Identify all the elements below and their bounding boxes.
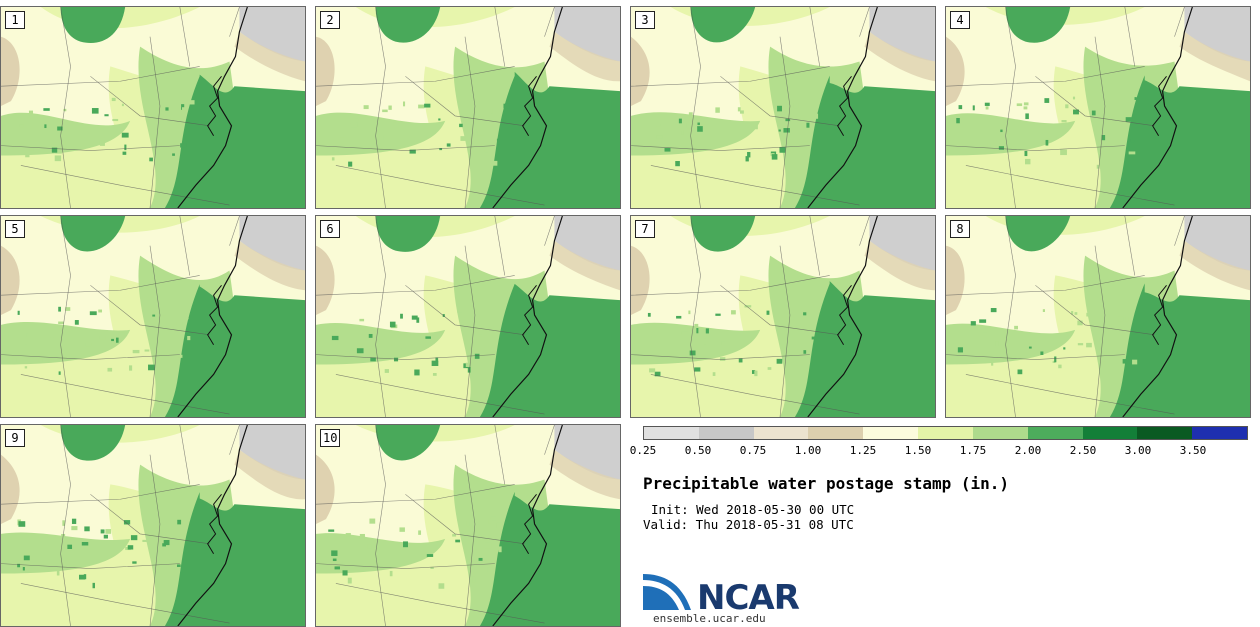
postage-stamp-1[interactable]: 1	[0, 6, 306, 209]
member-label: 7	[635, 220, 655, 238]
colorbar-segment	[644, 427, 699, 439]
colorbar-segment	[1192, 427, 1247, 439]
colorbar-segment	[972, 427, 1028, 439]
colorbar-tick-label: 2.00	[1014, 444, 1042, 457]
colorbar-tick-label: 1.50	[904, 444, 932, 457]
precip-map	[316, 216, 620, 417]
colorbar-segment	[1027, 427, 1083, 439]
postage-stamp-5[interactable]: 5	[0, 215, 306, 418]
member-label: 10	[320, 429, 341, 447]
colorbar-segment	[1137, 427, 1193, 439]
colorbar-tick-label: 2.50	[1069, 444, 1097, 457]
colorbar-segment	[1082, 427, 1138, 439]
postage-stamp-3[interactable]: 3	[630, 6, 936, 209]
colorbar-tick-label: 1.75	[959, 444, 987, 457]
init-time: Init: Wed 2018-05-30 00 UTC	[651, 502, 855, 517]
colorbar-segment	[918, 427, 973, 439]
colorbar-tick-label: 1.00	[794, 444, 822, 457]
colorbar-tick-label: 1.25	[849, 444, 877, 457]
logo-url: ensemble.ucar.edu	[653, 612, 766, 625]
postage-stamp-9[interactable]: 9	[0, 424, 306, 627]
colorbar	[643, 426, 1248, 440]
postage-stamp-10[interactable]: 10	[315, 424, 621, 627]
ncar-logo-icon	[643, 574, 691, 610]
precip-map	[1, 7, 305, 208]
colorbar-segment	[863, 427, 919, 439]
member-label: 4	[950, 11, 970, 29]
colorbar-tick-label: 0.75	[739, 444, 767, 457]
member-label: 5	[5, 220, 25, 238]
precip-map	[631, 216, 935, 417]
valid-time: Valid: Thu 2018-05-31 08 UTC	[643, 517, 854, 532]
member-label: 3	[635, 11, 655, 29]
colorbar-tick-label: 3.50	[1179, 444, 1207, 457]
chart-title: Precipitable water postage stamp (in.)	[643, 474, 1010, 493]
postage-stamp-2[interactable]: 2	[315, 6, 621, 209]
postage-stamp-8[interactable]: 8	[945, 215, 1251, 418]
precip-map	[1, 425, 305, 626]
colorbar-tick-label: 0.50	[684, 444, 712, 457]
member-label: 2	[320, 11, 340, 29]
precip-map	[946, 216, 1250, 417]
precip-map	[631, 7, 935, 208]
colorbar-segment	[753, 427, 809, 439]
postage-stamp-4[interactable]: 4	[945, 6, 1251, 209]
logo-text: NCAR	[697, 578, 800, 618]
member-label: 9	[5, 429, 25, 447]
colorbar-segment	[808, 427, 864, 439]
postage-stamp-7[interactable]: 7	[630, 215, 936, 418]
precip-map	[316, 425, 620, 626]
member-label: 8	[950, 220, 970, 238]
member-label: 1	[5, 11, 25, 29]
colorbar-segment	[698, 427, 754, 439]
colorbar-ticks: 0.25 0.50 0.75 1.00 1.25 1.50 1.75 2.00 2.50 3.00…	[630, 444, 1248, 458]
colorbar-tick-label: 0.25	[629, 444, 657, 457]
colorbar-tick-label: 3.00	[1124, 444, 1152, 457]
postage-stamp-6[interactable]: 6	[315, 215, 621, 418]
precip-map	[316, 7, 620, 208]
precip-map	[946, 7, 1250, 208]
precip-map	[1, 216, 305, 417]
member-label: 6	[320, 220, 340, 238]
